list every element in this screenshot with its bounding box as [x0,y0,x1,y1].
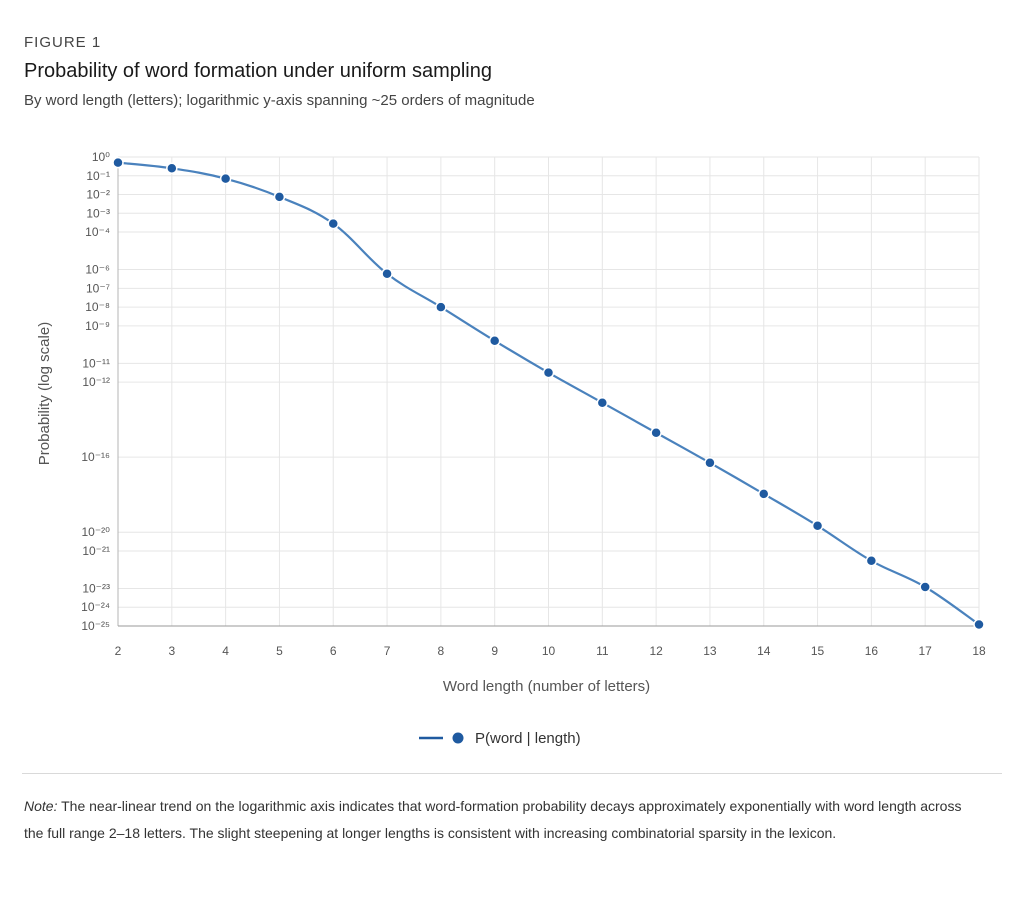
x-tick-label: 4 [222,644,229,658]
x-axis-title: Word length (number of letters) [443,678,650,695]
y-tick-label: 10⁻¹¹ [82,356,110,370]
legend-marker-swatch [452,732,464,744]
y-tick-label: 10⁻²³ [82,581,110,595]
data-point-2[interactable] [112,156,124,169]
y-tick-label: 10⁻²⁰ [82,525,111,539]
y-tick-label: 10⁻¹⁶ [81,450,110,464]
y-tick-label: 10⁻⁶ [85,263,110,277]
x-tick-label: 14 [757,644,771,658]
y-tick-label: 10⁻²⁵ [81,619,110,633]
data-point-13[interactable] [704,457,716,469]
y-tick-label: 10⁻⁴ [85,225,110,239]
data-point-17[interactable] [919,581,931,593]
data-point-12[interactable] [650,427,662,439]
y-tick-label: 10⁻¹ [86,169,110,183]
y-tick-label: 10⁻¹² [82,375,110,389]
data-point-18[interactable] [973,618,985,631]
data-point-10[interactable] [542,366,555,379]
x-tick-label: 18 [972,644,986,658]
x-tick-label: 6 [330,644,337,658]
x-tick-label: 16 [865,644,879,658]
y-tick-labels: 10⁰ 10⁻¹ 10⁻² 10⁻³ 10⁻⁴ 10⁻⁶ 10⁻⁷ 10⁻⁸ 10⁻⁹ 10⁻¹¹… [81,150,110,633]
series-group [112,156,985,631]
note-label: Note: [24,798,58,814]
grid-lines [117,156,980,627]
note-text: The near-linear trend on the logarithmic… [24,798,962,841]
x-tick-label: 17 [919,644,933,658]
figure-label: FIGURE 1 [24,34,102,51]
x-tick-label: 5 [276,644,283,658]
y-tick-label: 10⁻³ [86,206,110,220]
data-point-5[interactable] [273,191,286,203]
data-point-6[interactable] [327,217,339,230]
x-tick-label: 15 [811,644,825,658]
figure-subtitle: By word length (letters); logarithmic y-… [24,92,535,109]
y-axis-title: Probability (log scale) [36,322,53,465]
data-point-8[interactable] [435,301,447,313]
data-point-4[interactable] [219,172,232,185]
y-tick-label: 10⁰ [92,150,110,164]
axes [117,157,979,627]
figure-title: Probability of word formation under unif… [24,60,492,82]
data-point-9[interactable] [488,335,501,347]
x-tick-label: 12 [649,644,663,658]
x-tick-label: 7 [384,644,391,658]
figure-note: Note: The near-linear trend on the logar… [24,793,984,847]
y-tick-label: 10⁻²¹ [82,544,110,558]
x-tick-label: 9 [491,644,498,658]
x-tick-label: 8 [438,644,445,658]
data-point-15[interactable] [811,520,824,532]
data-point-11[interactable] [596,396,609,409]
x-tick-label: 11 [596,644,609,658]
data-point-7[interactable] [381,267,393,280]
divider [22,773,1002,774]
data-point-14[interactable] [758,488,770,500]
y-tick-label: 10⁻⁷ [86,281,110,295]
legend-label: P(word | length) [475,730,581,747]
y-tick-label: 10⁻⁸ [85,300,110,314]
y-tick-label: 10⁻² [86,188,110,202]
x-tick-labels: 2 3 4 5 6 7 8 9 10 11 12 13 14 15 16 17 18 [115,644,986,658]
x-tick-label: 2 [115,644,122,658]
y-tick-label: 10⁻⁹ [85,319,110,333]
x-tick-label: 3 [168,644,175,658]
legend: P(word | length) [419,730,581,747]
x-tick-label: 13 [703,644,717,658]
data-point-16[interactable] [865,555,878,567]
line-chart: 10⁰ 10⁻¹ 10⁻² 10⁻³ 10⁻⁴ 10⁻⁶ 10⁻⁷ 10⁻⁸ 10⁻⁹ 10⁻¹¹… [36,150,986,747]
y-tick-label: 10⁻²⁴ [81,600,110,614]
x-tick-label: 10 [542,644,556,658]
data-point-3[interactable] [166,162,178,175]
